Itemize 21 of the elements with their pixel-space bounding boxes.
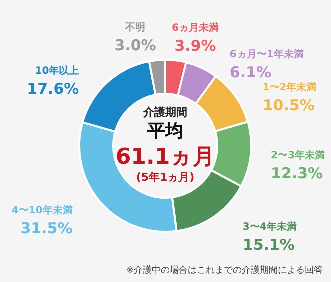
slice-label: 6ヵ月未満	[172, 22, 219, 34]
text: 61.1ヵ月	[116, 145, 216, 170]
data-label: 6.1%	[230, 63, 272, 82]
slice-label: 3〜4年未満	[242, 221, 297, 234]
slice-label: 6ヵ月〜1年未満	[230, 48, 304, 60]
text: ※介護中の場合はこれまでの介護期間による回答	[126, 265, 323, 276]
data-label: 10.5%	[262, 96, 315, 114]
slice-label: 2〜3年未満	[271, 149, 325, 162]
data-label: 17.6%	[27, 80, 80, 98]
text: (5年1ヵ月)	[136, 171, 195, 184]
data-label: 3.0%	[114, 36, 156, 55]
data-label: 15.1%	[242, 236, 295, 254]
slice-label: 4〜10年未満	[12, 204, 73, 216]
text: 介護期間	[142, 106, 188, 119]
data-label: 31.5%	[20, 219, 73, 238]
text: 平均	[146, 121, 184, 142]
data-label: 3.9%	[174, 36, 216, 55]
slice-label: 1〜2年未満	[262, 82, 317, 94]
data-label: 12.3%	[271, 164, 324, 182]
slice-label: 不明	[124, 22, 146, 34]
slice-label: 10年以上	[35, 65, 80, 78]
